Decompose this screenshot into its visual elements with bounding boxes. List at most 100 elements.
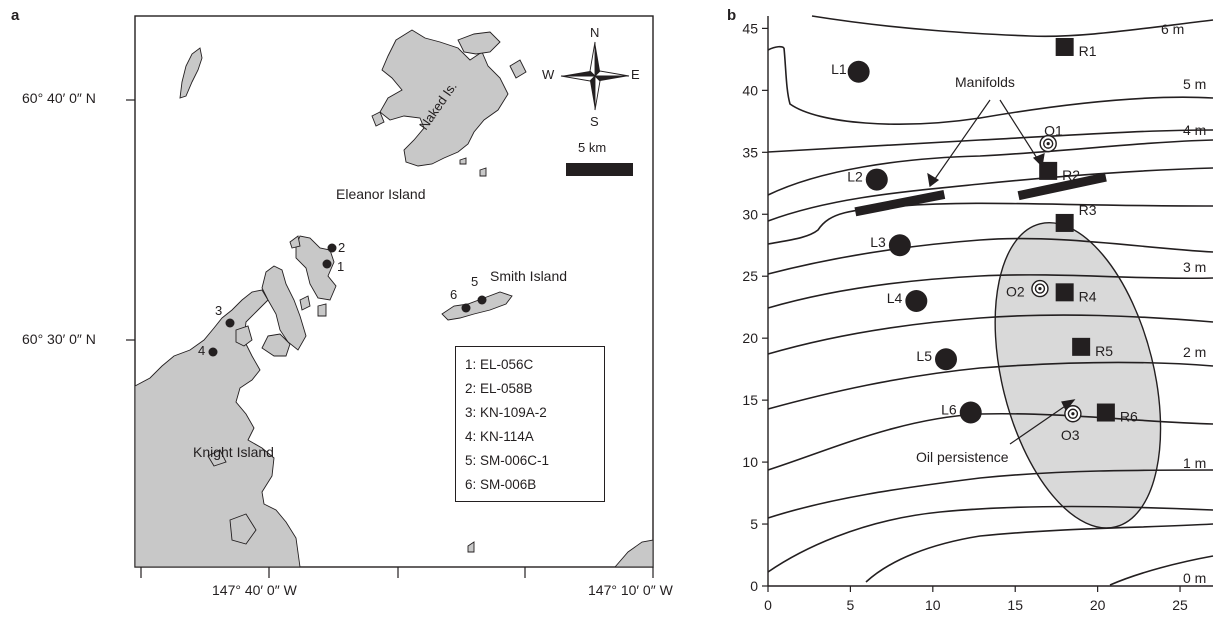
contour-label-4m: 4 m <box>1183 122 1207 138</box>
point-label-L4: L4 <box>887 290 903 306</box>
lon-label-right: 147° 10′ 0″ W <box>588 582 673 598</box>
point-label-R1: R1 <box>1079 43 1097 59</box>
point-label-O1: O1 <box>1044 123 1063 139</box>
map-axis-ticks <box>126 99 654 578</box>
point-L1 <box>847 60 870 83</box>
site-marker-1 <box>322 259 332 269</box>
site-label-3: 3 <box>215 303 223 318</box>
point-R2 <box>1039 161 1058 180</box>
point-label-L1: L1 <box>831 61 847 77</box>
contour-1m-b <box>767 469 1214 519</box>
contour-label-5m: 5 m <box>1183 76 1207 92</box>
point-R3 <box>1055 213 1074 232</box>
point-label-R5: R5 <box>1095 343 1113 359</box>
point-label-L3: L3 <box>870 234 886 250</box>
legend-item: 6: SM-006B <box>465 477 537 492</box>
point-label-O3: O3 <box>1061 427 1080 443</box>
site-marker-5 <box>477 295 487 305</box>
scale-bar <box>566 163 633 176</box>
site-label-6: 6 <box>450 287 458 302</box>
point-L5 <box>935 348 957 371</box>
contour-2m-c <box>767 361 1214 410</box>
compass-e: E <box>631 67 640 82</box>
point-label-L2: L2 <box>847 169 863 185</box>
legend-item: 4: KN-114A <box>465 429 534 444</box>
y-tick-label: 35 <box>742 144 758 160</box>
manifold-bar <box>1017 172 1107 201</box>
y-tick-label: 15 <box>742 392 758 408</box>
contour-4m-c <box>767 167 1214 222</box>
contour-3m-b <box>767 237 1214 275</box>
point-label-R4: R4 <box>1079 288 1097 304</box>
site-markers <box>208 243 487 357</box>
y-tick-label: 25 <box>742 268 758 284</box>
contour-label-3m: 3 m <box>1183 259 1207 275</box>
knight-island-label: Knight Island <box>193 444 274 460</box>
point-L6 <box>959 401 982 424</box>
lat-label-top: 60° 40′ 0″ N <box>22 90 96 106</box>
contour-3m <box>767 202 1214 245</box>
plot-axes <box>767 16 1213 587</box>
legend-item: 5: SM-006C-1 <box>465 453 550 468</box>
site-marker-6 <box>461 303 471 313</box>
contour-2m <box>767 274 1214 309</box>
point-R1 <box>1055 37 1074 56</box>
contour-2m-b <box>767 314 1214 355</box>
point-O2-dot <box>1038 287 1042 291</box>
point-L2 <box>865 168 888 191</box>
compass-rose-icon <box>560 41 630 111</box>
smith-island-label: Smith Island <box>490 268 568 284</box>
x-tick-label: 25 <box>1172 597 1188 613</box>
x-tick-label: 5 <box>847 597 855 613</box>
map-land <box>134 29 654 568</box>
legend-item: 1: EL-056C <box>465 357 534 372</box>
point-R4 <box>1055 283 1074 302</box>
sample-points <box>847 37 1115 424</box>
point-O1-dot <box>1046 142 1050 146</box>
contour-4m <box>767 129 1214 153</box>
point-label-L5: L5 <box>916 348 932 364</box>
site-label-2: 2 <box>338 240 346 255</box>
x-tick-label: 20 <box>1090 597 1106 613</box>
y-tick-label: 30 <box>742 206 758 222</box>
annotation-arrows <box>927 99 1076 445</box>
x-tick-label: 15 <box>1007 597 1023 613</box>
site-marker-3 <box>225 318 235 328</box>
axis-ticks: 0 5 10 15 20 25 0 5 10 15 20 25 30 35 40 45 <box>742 20 1188 613</box>
point-O3-dot <box>1071 412 1075 416</box>
y-tick-label: 10 <box>742 454 758 470</box>
compass-n: N <box>590 25 600 40</box>
point-label-O2: O2 <box>1006 284 1025 300</box>
point-R6 <box>1096 403 1115 422</box>
oil-persistence-zone <box>994 222 1162 529</box>
site-marker-4 <box>208 347 218 357</box>
contour-6m <box>811 15 1214 38</box>
oil-persistence-annotation: Oil persistence <box>916 449 1009 465</box>
lat-label-bottom: 60° 30′ 0″ N <box>22 331 96 347</box>
point-label-R3: R3 <box>1079 202 1097 218</box>
panel-b-letter: b <box>727 7 737 24</box>
point-R5 <box>1072 337 1091 356</box>
x-tick-label: 10 <box>925 597 941 613</box>
point-L4 <box>905 290 928 312</box>
point-label-R6: R6 <box>1120 409 1138 425</box>
panel-a-letter: a <box>11 7 20 24</box>
contour-0m-b <box>865 523 1214 583</box>
site-legend: 1: EL-056C 2: EL-058B 3: KN-109A-2 4: KN… <box>455 346 605 502</box>
point-L3 <box>888 234 911 257</box>
scale-label: 5 km <box>578 140 607 155</box>
y-tick-label: 0 <box>750 578 758 594</box>
point-label-L6: L6 <box>941 402 957 418</box>
y-tick-label: 40 <box>742 82 758 98</box>
contour-label-6m: 6 m <box>1161 21 1185 37</box>
lon-label-left: 147° 40′ 0″ W <box>212 582 297 598</box>
manifold-bar <box>854 190 946 217</box>
contour-5m-left <box>767 45 785 51</box>
site-label-1: 1 <box>337 259 345 274</box>
contour-0m-c <box>1109 555 1214 586</box>
compass-w: W <box>542 67 555 82</box>
contour-label-1m: 1 m <box>1183 455 1207 471</box>
site-label-4: 4 <box>198 343 206 358</box>
contour-5m-upper <box>783 47 1214 125</box>
